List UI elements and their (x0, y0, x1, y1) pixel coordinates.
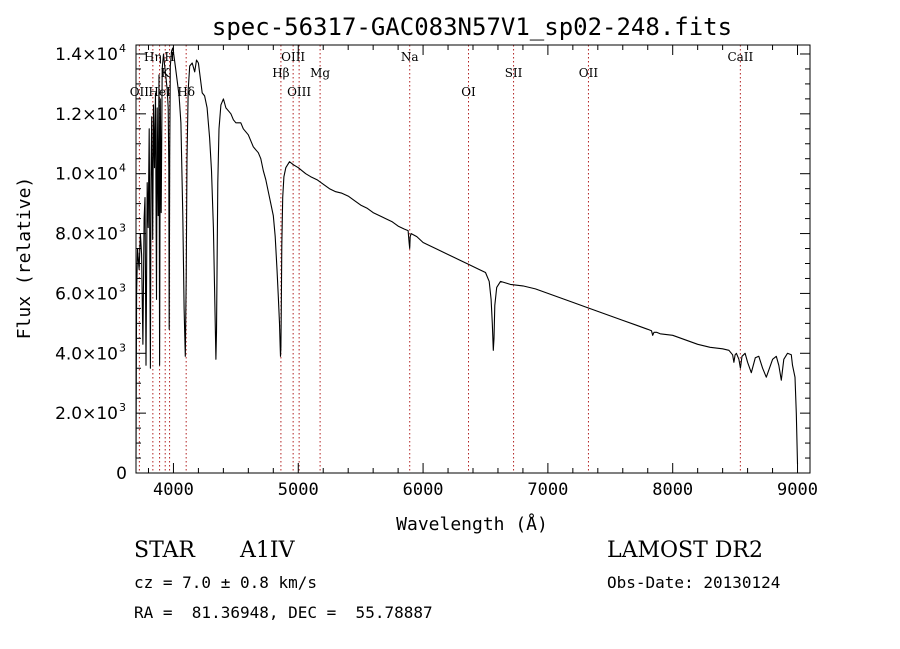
x-tick-label-0: 4000 (153, 480, 194, 500)
line-marker-label-14: CaII (727, 50, 753, 64)
x-axis-label: Wavelength (Å) (396, 513, 548, 535)
cz-value: cz = 7.0 ± 0.8 km/s (134, 573, 318, 592)
plot-frame (135, 44, 811, 474)
y-tick-exponent-7: 4 (119, 42, 126, 55)
line-marker-label-4: H (164, 50, 174, 64)
y-tick-exponent-3: 3 (119, 281, 126, 294)
line-marker-label-9: Mg (310, 66, 330, 80)
line-marker-label-8: OIII (287, 85, 311, 99)
line-marker-label-6: Hβ (272, 66, 289, 80)
y-tick-exponent-1: 3 (119, 401, 126, 414)
line-marker-label-3: K (161, 66, 171, 80)
line-marker-label-13: SII (505, 66, 523, 80)
y-tick-exponent-2: 3 (119, 341, 126, 354)
spectrum-line-0 (135, 47, 799, 465)
x-tick-label-4: 8000 (652, 480, 693, 500)
y-tick-label-3: 6.0×10 (55, 284, 118, 304)
line-marker-label-10: Na (401, 50, 419, 64)
obs-date: Obs-Date: 20130124 (607, 573, 781, 592)
survey-name: LAMOST DR2 (607, 538, 763, 563)
line-marker-label-1: Hη (144, 50, 162, 64)
x-tick-label-2: 6000 (403, 480, 444, 500)
y-tick-label-4: 8.0×10 (55, 225, 118, 245)
line-marker-label-2: HeI (148, 85, 171, 99)
y-tick-label-0: 0 (116, 464, 127, 484)
object-subclass: A1IV (240, 538, 295, 563)
x-tick-label-1: 5000 (278, 480, 319, 500)
coordinates: RA = 81.36948, DEC = 55.78887 (134, 603, 433, 622)
y-tick-exponent-6: 4 (119, 102, 126, 115)
line-marker-label-12: OII (579, 66, 599, 80)
chart-title: spec-56317-GAC083N57V1_sp02-248.fits (212, 13, 732, 41)
y-tick-label-1: 2.0×10 (55, 404, 118, 424)
x-tick-label-5: 9000 (777, 480, 818, 500)
object-class: STAR (134, 538, 195, 563)
line-marker-label-11: OI (461, 85, 476, 99)
y-axis-label: Flux (relative) (14, 177, 35, 340)
line-marker-label-0: OII (130, 85, 150, 99)
y-tick-label-2: 4.0×10 (55, 344, 118, 364)
x-tick-label-3: 7000 (527, 480, 568, 500)
y-tick-exponent-5: 4 (119, 162, 126, 175)
y-tick-label-7: 1.4×10 (55, 45, 118, 65)
y-tick-label-6: 1.2×10 (55, 105, 118, 125)
line-marker-label-5: Hδ (177, 85, 195, 99)
line-marker-label-7: OIII (281, 50, 305, 64)
y-tick-label-5: 1.0×10 (55, 165, 118, 185)
y-tick-exponent-4: 3 (119, 222, 126, 235)
